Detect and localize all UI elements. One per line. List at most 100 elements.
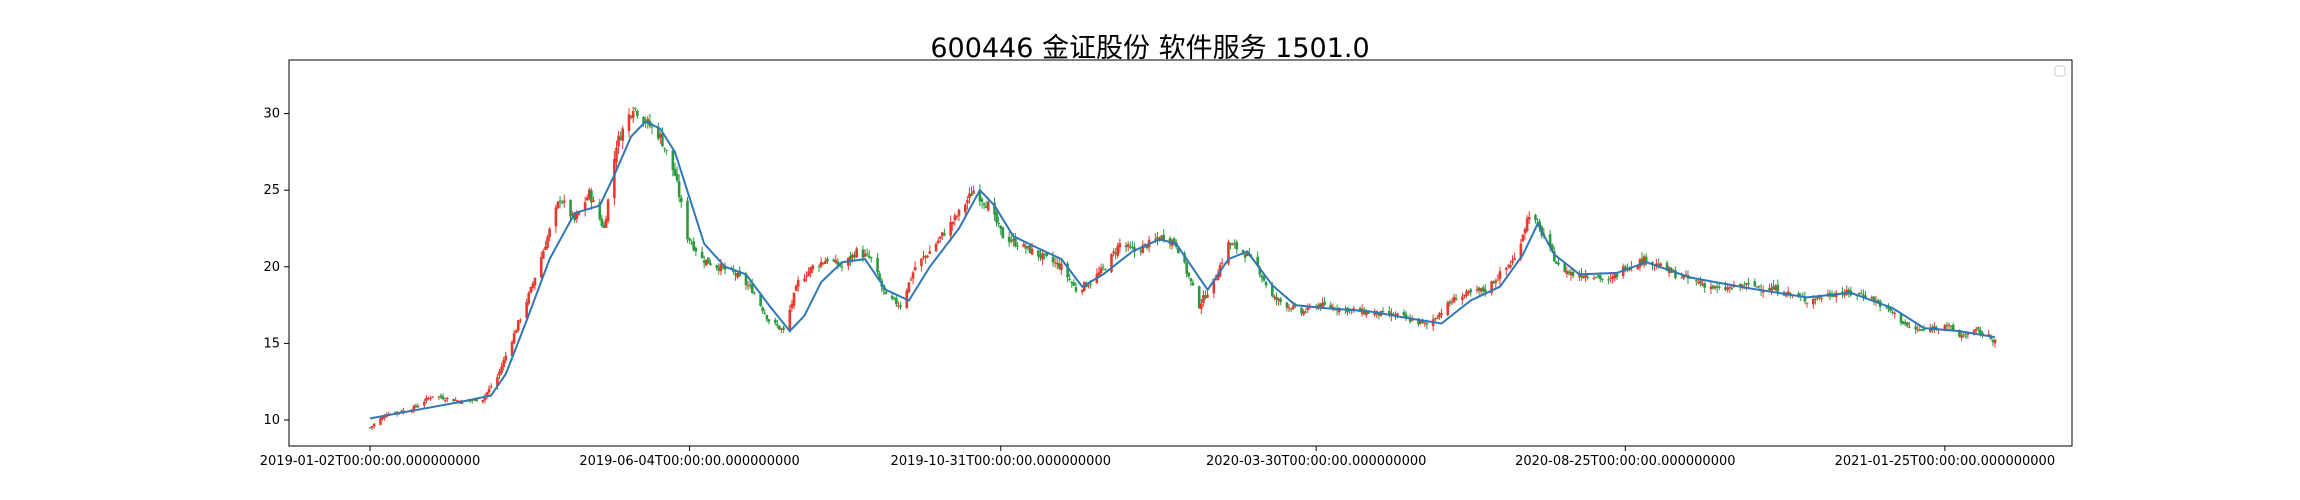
candle-body [686, 200, 689, 239]
candle-body [773, 319, 777, 323]
candle-body [1889, 306, 1892, 312]
candle-body [1421, 321, 1424, 323]
candle-body [525, 302, 528, 318]
candle-body [1613, 274, 1617, 279]
candle-body [1365, 311, 1368, 316]
candle-body [765, 315, 769, 320]
candle-body [1811, 298, 1815, 305]
candle-body [379, 418, 382, 425]
candle-body [1789, 293, 1792, 295]
candle-body [1525, 218, 1529, 232]
candle-body [562, 200, 566, 203]
candle-body [627, 114, 631, 131]
candle-body [1216, 274, 1220, 281]
candle-body [832, 259, 835, 262]
y-axis: 10 15 20 25 30 [263, 107, 289, 428]
candle-body [1300, 307, 1303, 314]
candle-body [1565, 270, 1569, 275]
candle-body [717, 267, 721, 271]
candle-body [817, 266, 821, 268]
candle-body [1979, 329, 1982, 335]
candle-body [1189, 278, 1193, 282]
candle-body [621, 128, 625, 141]
candle-body [1068, 278, 1072, 280]
candle-body [671, 150, 675, 170]
candle-body [957, 209, 961, 216]
candle-body [1057, 263, 1061, 269]
candle-body [592, 200, 595, 202]
candle-body [1960, 335, 1963, 338]
candle-body [1128, 246, 1132, 248]
candle-body [913, 266, 917, 271]
candle-body [1519, 243, 1523, 259]
candle-body [1074, 287, 1078, 292]
candle-body [1993, 339, 1997, 344]
candle-body [1204, 295, 1207, 299]
candle-body [483, 395, 487, 401]
candle-body [1001, 227, 1005, 239]
candle-body [1552, 251, 1556, 262]
candle-body [560, 202, 564, 204]
candle-body [1891, 311, 1894, 313]
candle-body [1197, 286, 1201, 309]
candle-body [656, 126, 660, 139]
candle-body [1745, 283, 1748, 285]
candle-body [1507, 265, 1510, 267]
candle-body [1080, 289, 1084, 293]
candle-body [1768, 288, 1771, 291]
candle-body [1991, 340, 1995, 342]
candle-body [1901, 321, 1905, 324]
candle-body [527, 293, 531, 304]
candle-body [615, 147, 618, 163]
candle-body [1803, 296, 1807, 302]
candle-body [427, 397, 430, 399]
candle-body [617, 135, 620, 147]
candle-body [884, 291, 888, 295]
candle-body [1580, 273, 1583, 278]
candle-body [953, 215, 957, 221]
candle-body [876, 257, 879, 273]
candle-body [452, 399, 455, 402]
candle-body [1492, 281, 1496, 284]
candle-body [867, 255, 871, 258]
candle-body [1511, 260, 1514, 263]
candle-body [1534, 214, 1537, 221]
candle-body [909, 279, 913, 281]
candle-body [588, 189, 591, 199]
candle-body [1922, 329, 1926, 331]
candle-body [1586, 276, 1590, 278]
candle-body [445, 397, 449, 400]
candle-body [1024, 246, 1028, 249]
candle-body [1527, 216, 1531, 220]
x-tick-label: 2019-01-02T00:00:00.000000000 [260, 454, 480, 469]
candle-body [1864, 295, 1867, 298]
candle-body [1070, 282, 1074, 284]
candle-body [803, 278, 806, 282]
candle-body [1256, 256, 1259, 266]
candle-body [1607, 279, 1610, 281]
candle-body [809, 267, 813, 273]
candle-body [1640, 258, 1644, 265]
candle-body [675, 173, 679, 181]
candle-body [1609, 277, 1612, 279]
candle-body [1143, 243, 1147, 245]
candle-body [1674, 270, 1677, 279]
candle-body [1172, 238, 1176, 245]
candle-body [980, 198, 984, 202]
candle-body [1373, 312, 1376, 316]
candle-body [1697, 282, 1700, 284]
candle-body [1101, 266, 1105, 268]
candle-body [943, 233, 946, 236]
y-tick-label: 10 [263, 413, 280, 428]
candle-body [569, 200, 572, 217]
candle-body [1550, 244, 1554, 250]
candle-body [1876, 300, 1880, 303]
candle-body [1145, 244, 1149, 249]
candle-body [1030, 248, 1034, 255]
candle-body [1582, 276, 1585, 279]
candle-body [1981, 332, 1984, 335]
plot-frame [288, 59, 2073, 447]
candle-body [796, 280, 800, 287]
candle-body [972, 190, 975, 194]
